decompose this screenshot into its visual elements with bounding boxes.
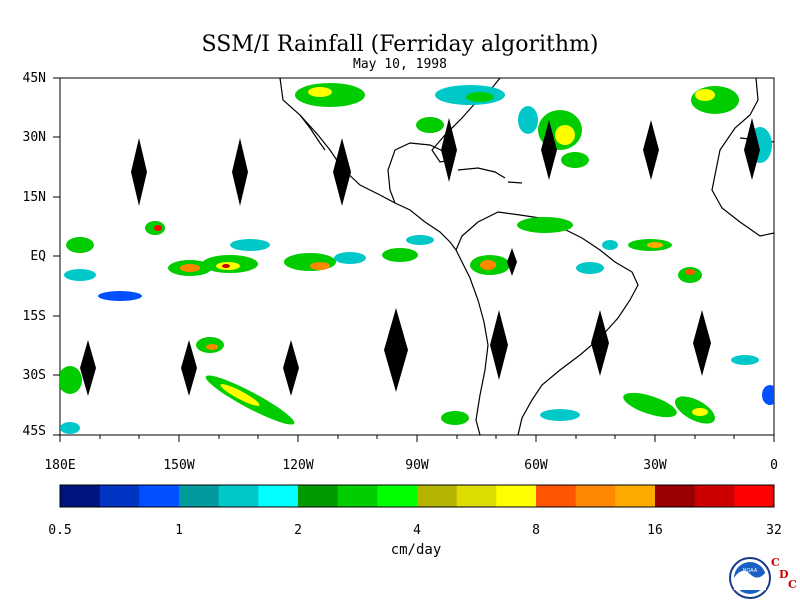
colorbar-swatch — [694, 485, 735, 507]
lat-label: 30N — [22, 130, 46, 145]
colorbar — [59, 484, 775, 508]
colorbar-swatch — [536, 485, 577, 507]
chart-date: May 10, 1998 — [353, 57, 447, 72]
colorbar-tick-label: 0.5 — [48, 523, 72, 538]
lon-label: 60W — [524, 458, 548, 473]
colorbar-tick-label: 1 — [175, 523, 183, 538]
rainfall-patches — [60, 83, 774, 434]
colorbar-swatch — [179, 485, 220, 507]
axis-ticks — [53, 77, 775, 442]
colorbar-swatch — [218, 485, 259, 507]
lon-label: 0 — [770, 458, 778, 473]
colorbar-swatch — [734, 485, 775, 507]
lat-label: 45S — [22, 424, 46, 439]
colorbar-swatch — [496, 485, 537, 507]
colorbar-swatch — [456, 485, 497, 507]
colorbar-unit-label: cm/day — [390, 542, 442, 558]
colorbar-swatch — [655, 485, 696, 507]
lon-label: 90W — [405, 458, 429, 473]
colorbar-swatch — [139, 485, 180, 507]
lon-label: 120W — [282, 458, 314, 473]
colorbar-tick-label: 32 — [766, 523, 782, 538]
colorbar-swatch — [337, 485, 378, 507]
colorbar-swatch — [99, 485, 140, 507]
colorbar-tick-label: 16 — [647, 523, 663, 538]
colorbar-tick-label: 4 — [413, 523, 421, 538]
lon-label: 30W — [643, 458, 667, 473]
colorbar-swatch — [298, 485, 339, 507]
colorbar-tick-label: 2 — [294, 523, 302, 538]
colorbar-swatch — [377, 485, 418, 507]
colorbar-swatch — [417, 485, 458, 507]
colorbar-border — [59, 484, 775, 508]
chart-title: SSM/I Rainfall (Ferriday algorithm) — [201, 32, 599, 57]
lat-label: 30S — [22, 368, 46, 383]
lat-label: EQ — [30, 249, 46, 264]
cdc-logo-letter: D — [779, 568, 789, 581]
colorbar-swatch — [615, 485, 656, 507]
colorbar-swatch — [60, 485, 101, 507]
cdc-logo-letter: C — [771, 556, 780, 569]
colorbar-swatch — [258, 485, 299, 507]
colorbar-swatch — [575, 485, 616, 507]
lon-label: 180E — [44, 458, 76, 473]
coastlines — [279, 78, 774, 435]
lat-label: 15N — [22, 190, 46, 205]
lat-label: 45N — [22, 71, 46, 86]
lon-label: 150W — [163, 458, 195, 473]
data-gaps — [80, 118, 760, 396]
lat-label: 15S — [22, 309, 46, 324]
colorbar-tick-label: 8 — [532, 523, 540, 538]
cdc-logo-letter: C — [788, 578, 797, 591]
